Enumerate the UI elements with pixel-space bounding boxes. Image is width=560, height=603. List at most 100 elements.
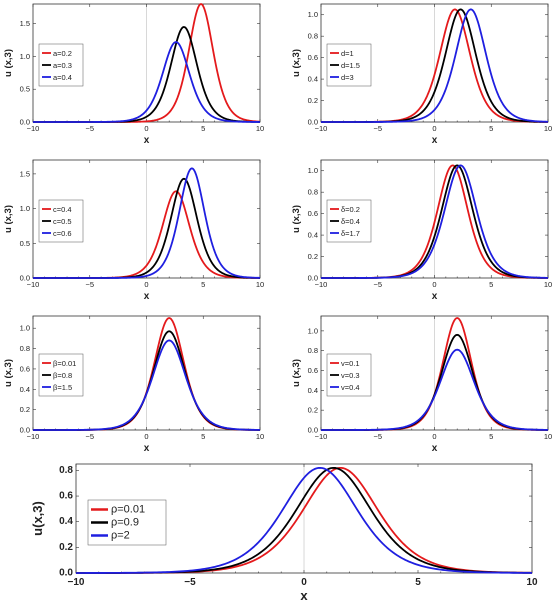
x-axis-label: x xyxy=(300,588,308,603)
y-tick-label: 0.6 xyxy=(308,366,318,375)
y-tick-label: 0.4 xyxy=(308,386,318,395)
series-line-3 xyxy=(33,339,261,431)
y-tick-label: 1.0 xyxy=(308,10,318,19)
x-tick-label: −10 xyxy=(27,280,40,289)
x-axis-label: x xyxy=(432,135,438,146)
x-tick-label: 5 xyxy=(201,432,205,441)
y-tick-label: 0.2 xyxy=(59,542,73,553)
y-tick-label: 0.0 xyxy=(20,426,30,435)
x-axis-label: x xyxy=(144,135,150,146)
x-tick-label: 0 xyxy=(301,577,307,588)
x-tick-label: −10 xyxy=(315,432,328,441)
legend-entry: ρ=0.9 xyxy=(111,517,139,529)
y-tick-label: 1.5 xyxy=(20,19,30,28)
legend-entry: d=1.5 xyxy=(341,61,360,70)
y-tick-label: 0.0 xyxy=(308,118,318,127)
x-axis-label: x xyxy=(432,443,438,454)
y-tick-label: 1.0 xyxy=(20,52,30,61)
x-tick-label: 10 xyxy=(544,432,552,441)
legend-entry: v=0.3 xyxy=(341,371,360,380)
y-tick-label: 0.2 xyxy=(308,252,318,261)
chart-panel-6: −10 −5 0 5 10 0.0 0.2 0.4 0.6 0.8 1.0 x u (x,3) v=0.1… xyxy=(291,315,552,454)
y-tick-label: 0.8 xyxy=(59,465,73,476)
y-tick-label: 0.8 xyxy=(308,32,318,41)
x-tick-label: −5 xyxy=(373,124,382,133)
legend-entry: v=0.1 xyxy=(341,359,360,368)
series-line-3 xyxy=(33,167,261,279)
x-tick-label: 5 xyxy=(489,432,493,441)
y-tick-label: 1.0 xyxy=(308,166,318,175)
series-line-3 xyxy=(321,348,549,431)
x-tick-label: −5 xyxy=(85,124,94,133)
y-tick-label: 1.0 xyxy=(20,324,30,333)
chart-panel-5: −10 −5 0 5 10 0.0 0.2 0.4 0.6 0.8 1.0 x u (x,3) β=0.0… xyxy=(3,315,264,454)
x-tick-label: −10 xyxy=(27,124,40,133)
y-tick-label: 0.6 xyxy=(308,53,318,62)
y-tick-label: 0.6 xyxy=(59,491,73,502)
y-tick-label: 0.2 xyxy=(20,405,30,414)
x-tick-label: 0 xyxy=(144,432,148,441)
x-tick-label: 0 xyxy=(144,280,148,289)
legend-entry: ρ=0.01 xyxy=(111,504,145,516)
x-tick-label: 0 xyxy=(144,124,148,133)
y-tick-label: 0.5 xyxy=(20,239,30,248)
y-tick-label: 0.0 xyxy=(308,274,318,283)
x-tick-label: 5 xyxy=(489,124,493,133)
y-tick-label: 0.0 xyxy=(20,118,30,127)
x-tick-label: 10 xyxy=(256,280,264,289)
x-tick-label: −10 xyxy=(315,124,328,133)
y-tick-label: 0.2 xyxy=(308,96,318,105)
x-tick-label: −10 xyxy=(315,280,328,289)
legend-entry: ρ=2 xyxy=(111,530,130,542)
legend-entry: a=0.2 xyxy=(53,49,72,58)
legend-entry: c=0.5 xyxy=(53,217,72,226)
y-tick-label: 0.0 xyxy=(308,426,318,435)
y-axis-label: u(x,3) xyxy=(30,501,45,536)
x-tick-label: 5 xyxy=(201,124,205,133)
y-tick-label: 0.8 xyxy=(308,188,318,197)
y-tick-label: 0.8 xyxy=(308,346,318,355)
x-tick-label: 5 xyxy=(201,280,205,289)
x-tick-label: −5 xyxy=(85,432,94,441)
x-tick-label: 10 xyxy=(256,432,264,441)
x-tick-label: 10 xyxy=(526,577,538,588)
legend-entry: β=0.01 xyxy=(53,359,76,368)
legend-entry: δ=1.7 xyxy=(341,229,360,238)
y-axis-label: u (x,3) xyxy=(291,359,302,387)
y-tick-label: 0.0 xyxy=(20,274,30,283)
y-tick-label: 0.6 xyxy=(20,364,30,373)
legend-entry: v=0.4 xyxy=(341,383,360,392)
chart-panel-4: −10 −5 0 5 10 0.0 0.2 0.4 0.6 0.8 1.0 x u (x,3) δ=0.2… xyxy=(291,159,552,302)
x-tick-label: 5 xyxy=(415,577,421,588)
y-tick-label: 1.0 xyxy=(20,204,30,213)
legend-entry: β=1.5 xyxy=(53,383,72,392)
series-line-3 xyxy=(33,41,260,123)
y-tick-label: 0.4 xyxy=(308,231,318,240)
legend-entry: δ=0.4 xyxy=(341,217,360,226)
x-tick-label: 0 xyxy=(432,432,436,441)
y-tick-label: 0.4 xyxy=(59,516,73,527)
y-axis-label: u (x,3) xyxy=(291,205,302,233)
legend-entry: c=0.6 xyxy=(53,229,72,238)
y-tick-label: 1.5 xyxy=(20,169,30,178)
legend-entry: d=3 xyxy=(341,73,354,82)
x-tick-label: 5 xyxy=(489,280,493,289)
x-tick-label: 10 xyxy=(544,124,552,133)
y-tick-label: 0.8 xyxy=(20,344,30,353)
chart-panel-2: −10 −5 0 5 10 0.0 0.2 0.4 0.6 0.8 1.0 x u (x,3) d=1 d=… xyxy=(291,3,552,146)
y-tick-label: 0.4 xyxy=(308,75,318,84)
y-tick-label: 0.5 xyxy=(20,85,30,94)
x-tick-label: −10 xyxy=(68,577,85,588)
series-line-3 xyxy=(321,8,549,123)
x-tick-label: −5 xyxy=(184,577,196,588)
x-axis-label: x xyxy=(432,291,438,302)
y-axis-label: u (x,3) xyxy=(291,49,302,77)
legend-entry: β=0.8 xyxy=(53,371,72,380)
x-axis-label: x xyxy=(144,291,150,302)
legend-entry: d=1 xyxy=(341,49,354,58)
chart-panel-3: −10 −5 0 5 10 0.0 0.5 1.0 1.5 x u (x,3) c=0.4 c=0.5 c… xyxy=(3,159,264,302)
x-axis-label: x xyxy=(144,443,150,454)
y-axis-label: u (x,3) xyxy=(3,205,14,233)
x-tick-label: −10 xyxy=(27,432,40,441)
chart-panel-1: −10 −5 0 5 10 0.0 0.5 1.0 1.5 x u (x,3) a=0.2 a=0.3 a… xyxy=(3,3,264,146)
